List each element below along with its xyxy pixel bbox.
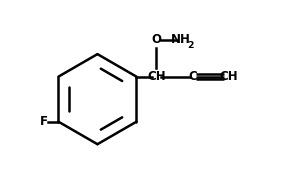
Text: C: C: [189, 70, 198, 83]
Text: NH: NH: [170, 33, 190, 46]
Text: O: O: [151, 33, 161, 46]
Text: F: F: [40, 115, 48, 128]
Text: 2: 2: [187, 41, 194, 50]
Text: CH: CH: [147, 70, 166, 83]
Text: CH: CH: [219, 70, 238, 83]
